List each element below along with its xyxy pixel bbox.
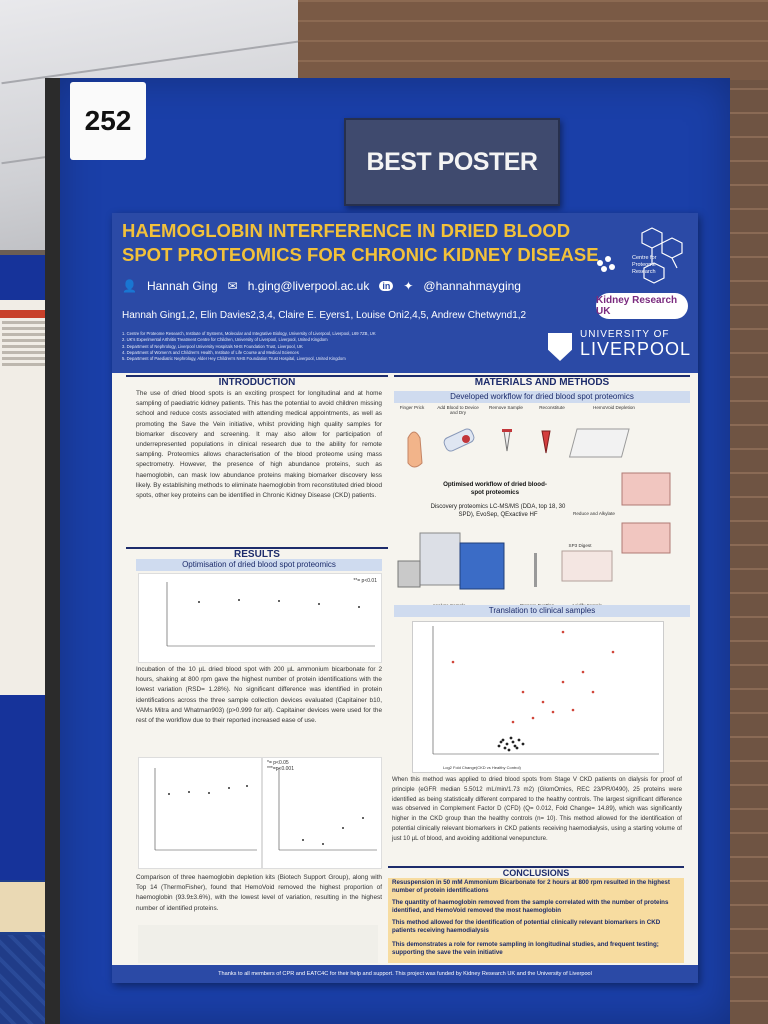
board-frame — [45, 78, 63, 1024]
poster-footer: Thanks to all members of CPR and EATC4C … — [112, 965, 698, 983]
step-label: Reconstitute — [539, 405, 565, 410]
poster: HAEMOGLOBIN INTERFERENCE IN DRIED BLOOD … — [112, 213, 698, 983]
volcano-plot-graphic — [432, 626, 659, 755]
brick-wall — [298, 0, 768, 80]
references — [138, 925, 378, 963]
liverpool-text: LIVERPOOL — [580, 339, 692, 359]
mass-spec-icon — [397, 532, 505, 590]
tube-red-icon — [541, 430, 551, 454]
kidney-research-logo: Kidney Research UK — [596, 293, 688, 319]
presenter-name: Hannah Ging — [146, 279, 218, 293]
tube-icon — [502, 429, 512, 452]
protein-id-chart-plot — [166, 582, 375, 647]
presenter-email: h.ging@liverpool.ac.uk — [247, 279, 370, 293]
email-icon: ✉ — [227, 279, 238, 293]
poster-title: HAEMOGLOBIN INTERFERENCE IN DRIED BLOOD … — [122, 220, 599, 265]
introduction-heading: INTRODUCTION — [126, 375, 388, 388]
hand-icon — [407, 431, 423, 468]
presenter-contact: 👤 Hannah Ging ✉ h.ging@liverpool.ac.uk i… — [122, 279, 521, 293]
device-icon — [443, 428, 475, 452]
introduction-text: The use of dried blood spots is an excit… — [136, 390, 382, 500]
affiliations: 1. Centre for Proteome Research, Institu… — [122, 331, 492, 362]
person-icon: 👤 — [122, 279, 137, 293]
affiliation: 1. Centre for Proteome Research, Institu… — [122, 331, 376, 336]
adjacent-poster-title-bar — [0, 310, 66, 318]
depletion-chart-plot — [154, 768, 257, 851]
step-label: Finger Prick — [399, 405, 425, 410]
depletion-text: Comparison of three haemoglobin depletio… — [136, 874, 382, 912]
affiliation: 2. UK's Experimental Arthritis Treatment… — [122, 337, 328, 343]
best-poster-sign: BEST POSTER — [344, 118, 560, 206]
results-text: Incubation of the 10 µL dried blood spot… — [136, 666, 382, 725]
affiliation: 4. Department of Women's and Children's … — [122, 349, 299, 355]
plate-light-icon — [561, 550, 613, 582]
university-logo: UNIVERSITY OF LIVERPOOL — [544, 329, 694, 361]
step-label: Remove Sample — [489, 405, 523, 410]
chart1-significance: **= p<0.01 — [353, 578, 377, 584]
crest-icon — [548, 333, 572, 361]
affiliation: 3. Department of Nephrology, Liverpool U… — [122, 343, 303, 349]
results-heading: RESULTS — [126, 547, 388, 560]
chart2-significance: *= p<0.05 ***=p<0.001 — [267, 760, 294, 772]
depletion-chart — [138, 757, 262, 869]
butterfly-icon: ✦ — [403, 279, 414, 293]
protein-id-chart: **= p<0.01 — [138, 573, 382, 663]
step-label: Reduce and Alkylate — [573, 511, 615, 516]
haemoglobin-chart-plot — [278, 768, 377, 851]
step-label: HemoVoid Depletion — [593, 405, 635, 410]
step-label: Add Blood to Device and Dry — [437, 405, 479, 415]
volcano-xlabel: Log2 Fold Change(CKD vs Healthy Control) — [443, 765, 521, 770]
tip-icon — [534, 553, 537, 587]
volcano-plot: Log2 Fold Change(CKD vs Healthy Control) — [412, 621, 664, 773]
plate-icon — [568, 428, 630, 458]
university-of-text: UNIVERSITY OF — [580, 329, 670, 340]
step-label: SP3 Digest — [568, 543, 592, 548]
linkedin-icon: in — [379, 281, 394, 291]
haemoglobin-chart: *= p<0.05 ***=p<0.001 — [262, 757, 382, 869]
plate-pink2-icon — [621, 522, 671, 554]
conclusion-item: Resuspension in 50 mM Ammonium Bicarbona… — [392, 879, 670, 894]
conclusion-item: This demonstrates a role for remote samp… — [392, 941, 659, 956]
author-list: Hannah Ging1,2, Elin Davies2,3,4, Claire… — [122, 310, 527, 321]
conclusions-heading: CONCLUSIONS — [388, 866, 684, 878]
methods-subheading: Developed workflow for dried blood spot … — [394, 391, 690, 403]
molecule-logo — [597, 227, 683, 284]
brick-wall-side — [728, 80, 768, 1024]
workflow-detail: Discovery proteomics LC-MS/MS (DDA, top … — [430, 504, 566, 518]
results-subheading: Optimisation of dried blood spot proteom… — [136, 559, 382, 571]
affiliation: 5. Department of Paediatric Nephrology, … — [122, 356, 346, 362]
translation-text: When this method was applied to dried bl… — [392, 776, 682, 842]
booth-number-card: 252 — [70, 82, 146, 160]
plate-pink-icon — [621, 472, 671, 506]
translation-subheading: Translation to clinical samples — [394, 605, 690, 617]
workflow-title: Optimised workflow of dried blood-spot p… — [443, 481, 547, 496]
methods-heading: MATERIALS AND METHODS — [394, 375, 690, 388]
poster-header: HAEMOGLOBIN INTERFERENCE IN DRIED BLOOD … — [112, 213, 698, 373]
conclusions-box — [388, 873, 684, 963]
conclusion-item: The quantity of haemoglobin removed from… — [392, 899, 669, 914]
presenter-handle: @hannahmayging — [423, 279, 521, 293]
conclusion-item: This method allowed for the identificati… — [392, 919, 661, 934]
workflow-illustrations — [397, 428, 671, 590]
cpr-logo-text: Centre for Proteome Research — [632, 255, 657, 275]
workflow-diagram: Finger Prick Add Blood to Device and Dry… — [394, 403, 688, 613]
